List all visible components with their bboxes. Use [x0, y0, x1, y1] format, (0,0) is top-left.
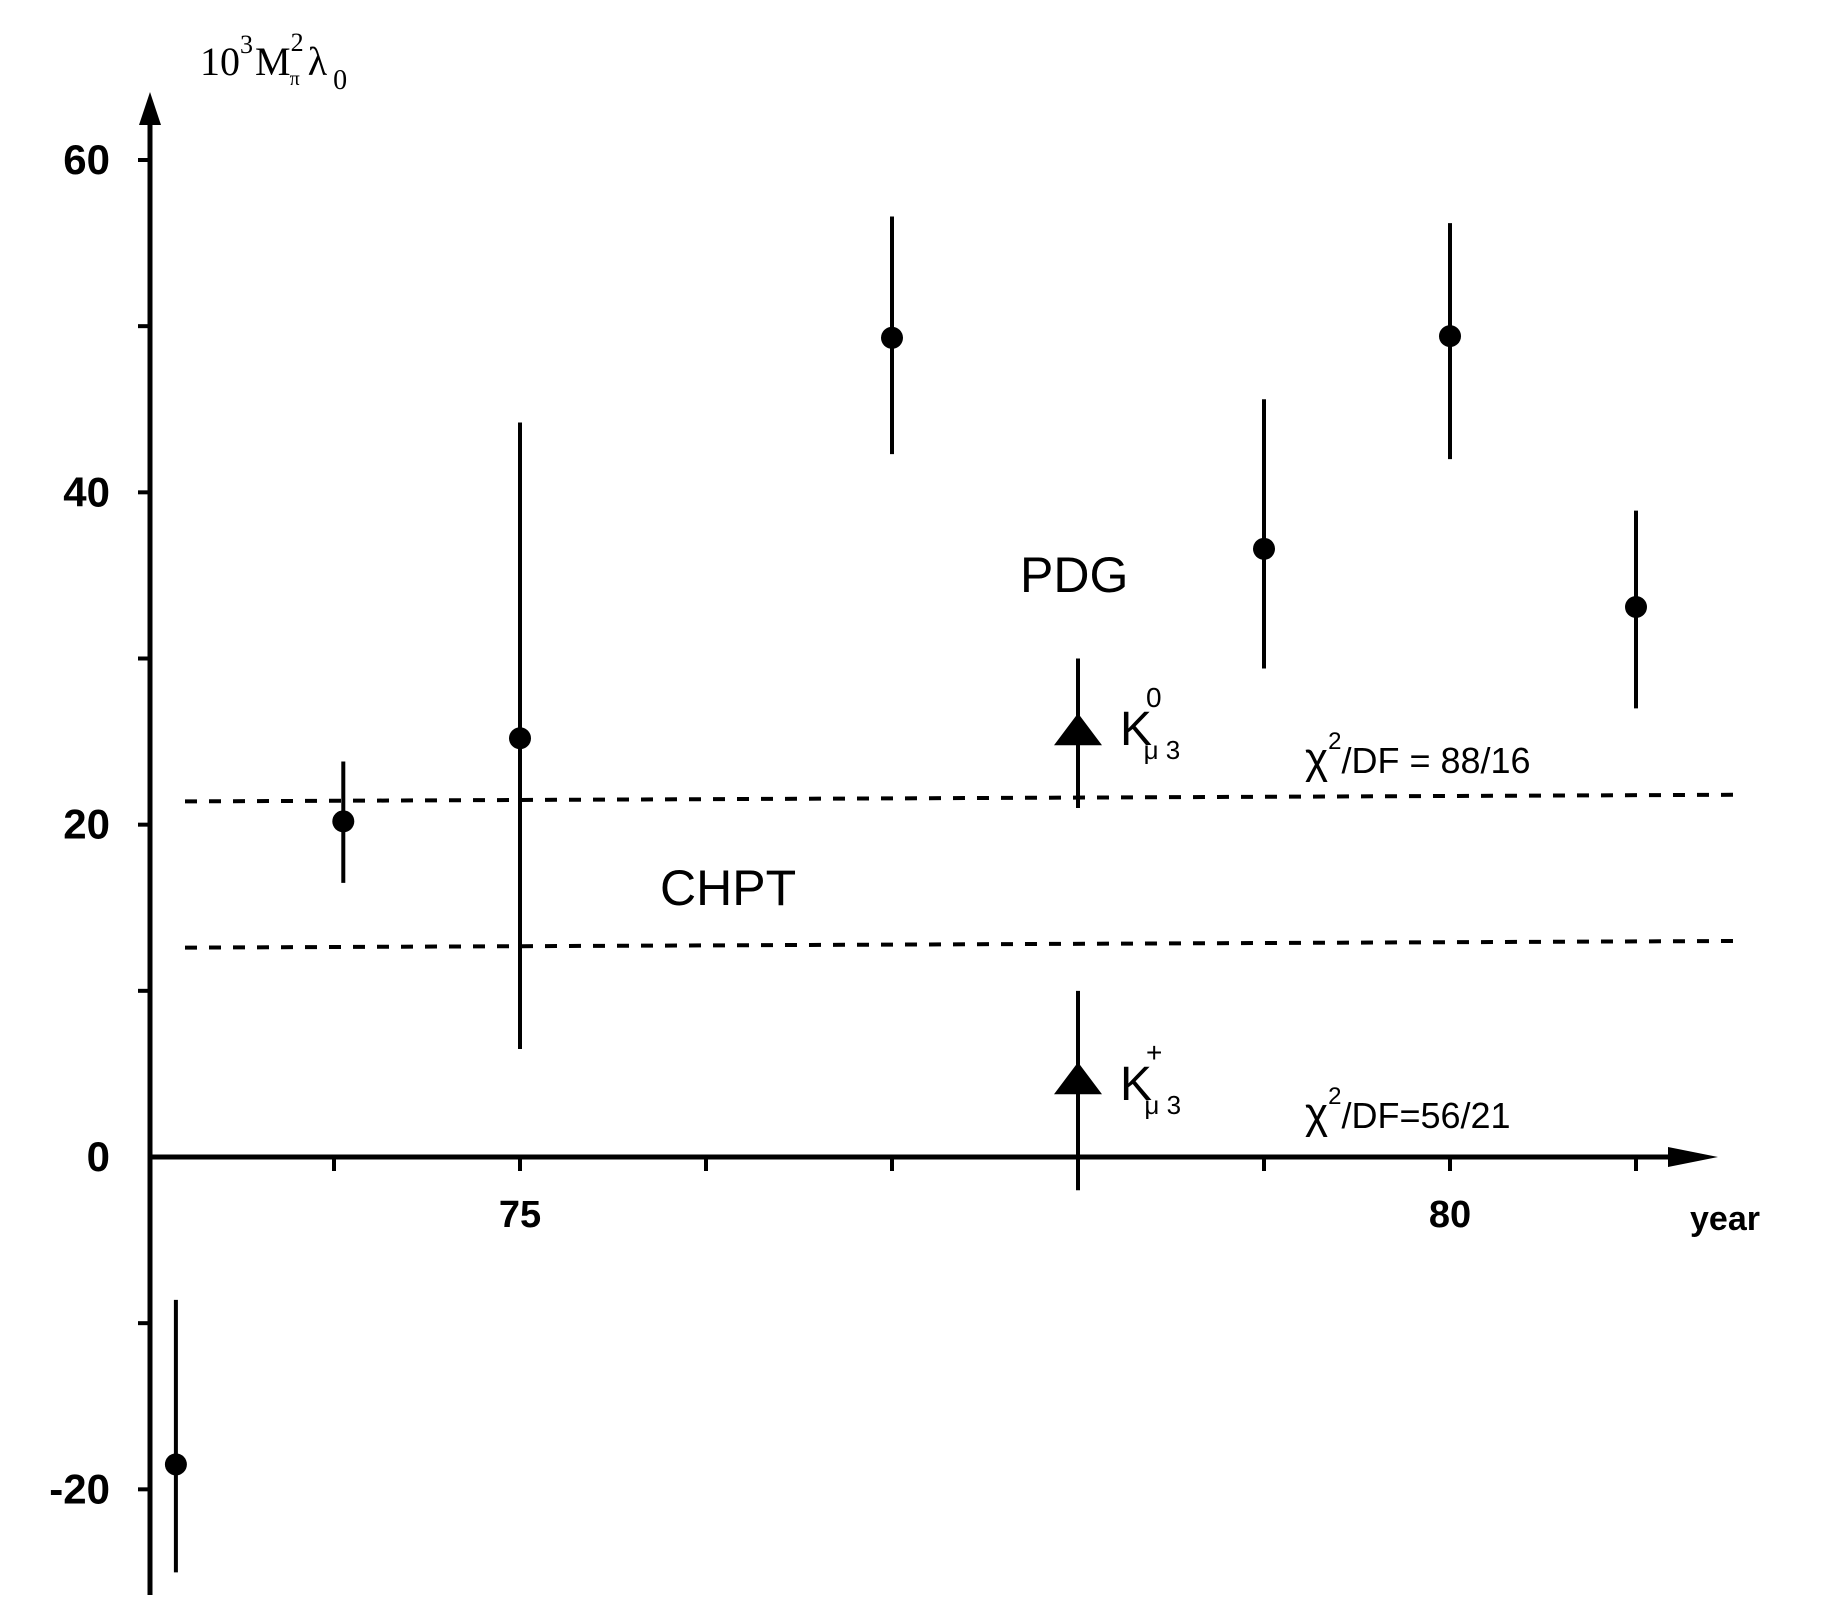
data-point [1625, 595, 1647, 618]
average-marker [1054, 713, 1102, 746]
chi2-label-k0: χ2/DF = 88/16 [1305, 728, 1531, 783]
x-tick-labels: 75 80 [499, 1194, 1471, 1236]
data-point [509, 727, 531, 750]
x-ticks [332, 1157, 1638, 1189]
data-points [164, 325, 1647, 1476]
band-label-chpt: CHPT [660, 860, 796, 916]
x-tick-label: 75 [499, 1194, 541, 1236]
average-label-k0: K0 μ 3 [1120, 682, 1180, 765]
data-point [1253, 537, 1275, 560]
error-bars [173, 216, 1638, 1573]
y-axis-arrowhead [139, 92, 161, 125]
y-tick-label: 0 [87, 1133, 110, 1180]
data-point [1439, 325, 1461, 348]
chi2-label-kplus: χ2/DF=56/21 [1305, 1083, 1511, 1138]
y-tick-labels: 60 40 20 0 -20 [49, 136, 110, 1512]
y-tick-label: 60 [63, 136, 110, 183]
y-axis: 60 40 20 0 -20 [49, 92, 161, 1595]
average-marker [1054, 1062, 1102, 1095]
x-axis: 75 80 year [150, 1147, 1760, 1238]
y-axis-label: 103M2 π λ 0 [200, 28, 347, 96]
band-label-pdg: PDG [1020, 547, 1128, 603]
average-label-kplus: K+ μ 3 [1120, 1037, 1181, 1120]
band-line [184, 938, 1736, 950]
y-tick-label: -20 [49, 1465, 110, 1512]
data-point [332, 810, 355, 833]
x-axis-label: year [1690, 1200, 1760, 1238]
band-lines [184, 792, 1736, 950]
x-axis-arrowhead [1668, 1147, 1718, 1167]
average-markers [1054, 658, 1102, 1191]
y-tick-label: 20 [63, 801, 110, 848]
y-tick-label: 40 [63, 468, 110, 515]
y-ticks [138, 158, 150, 1492]
data-point [164, 1453, 187, 1476]
x-tick-label: 80 [1429, 1194, 1471, 1236]
data-point [881, 326, 903, 349]
band-line [184, 792, 1736, 804]
